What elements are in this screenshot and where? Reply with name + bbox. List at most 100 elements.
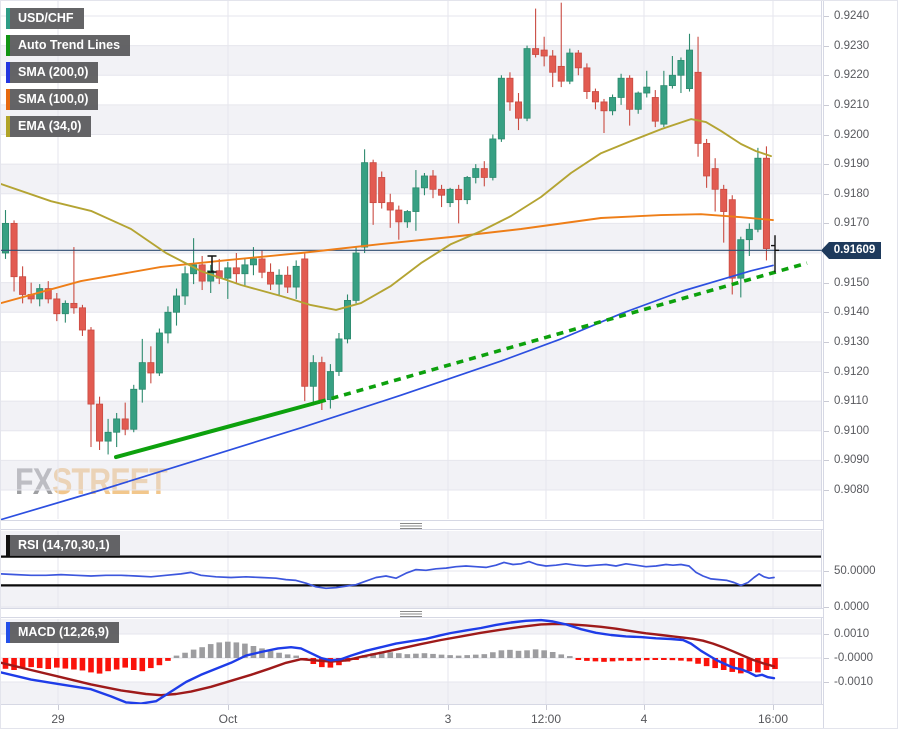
axis-tick [644, 705, 645, 710]
axis-tick [824, 634, 829, 635]
legend-item-label: USD/CHF [10, 8, 84, 29]
axis-tick [824, 607, 829, 608]
auto-trend-line-solid [114, 400, 321, 460]
overlay-lines [1, 118, 821, 521]
axis-tick [824, 282, 829, 284]
axis-tick [824, 104, 829, 106]
price-axis-label: 0.9110 [834, 395, 869, 408]
sma200-color-marker [6, 62, 10, 83]
rsi-panel [1, 555, 821, 590]
panel-resize-handle-icon[interactable] [400, 611, 422, 617]
time-axis-label: 16:00 [757, 712, 789, 726]
macd-color-marker [6, 622, 10, 643]
legend-item-sma200[interactable]: SMA (200,0) [6, 62, 99, 83]
axis-tick [824, 571, 829, 572]
price-axis-label: 0.9200 [834, 128, 870, 141]
panel-divider-rsi-macd [1, 608, 823, 618]
watermark-fx: FX [15, 461, 53, 502]
rsi-axis-label: 0.0000 [834, 601, 870, 613]
last-price-tag: 0.91609 [821, 242, 881, 259]
axis-tick [448, 705, 449, 710]
symbol-color-marker [6, 8, 10, 29]
axis-tick [824, 223, 829, 225]
legend-item-rsi[interactable]: RSI (14,70,30,1) [6, 535, 120, 556]
price-axis-label: 0.9220 [834, 69, 870, 82]
price-axis[interactable]: 0.9240 0.9230 0.9220 0.9210 0.9200 0.9190 0.91… [823, 1, 897, 728]
macd-axis-label: -0.0010 [834, 676, 874, 688]
axis-tick [824, 16, 829, 17]
legend-item-auto-trend-lines[interactable]: Auto Trend Lines [6, 35, 131, 56]
time-axis-label: 3 [444, 712, 452, 726]
price-axis-label: 0.9230 [834, 39, 870, 52]
macd-signal-line [1, 622, 776, 697]
price-axis-label: 0.9090 [834, 454, 870, 467]
legend-item-label: RSI (14,70,30,1) [10, 535, 120, 556]
axis-tick [824, 164, 829, 166]
axis-tick [824, 75, 829, 77]
axis-tick [824, 430, 829, 432]
axis-tick [824, 490, 829, 491]
time-axis-label: 29 [51, 712, 65, 726]
time-axis[interactable]: 29 Oct 3 12:00 4 16:00 [1, 704, 823, 728]
legend-item-label: EMA (34,0) [10, 116, 92, 137]
legend-item-label: MACD (12,26,9) [10, 622, 119, 643]
axis-tick [824, 401, 829, 403]
legend-item-label: Auto Trend Lines [10, 35, 131, 56]
price-axis-label: 0.9210 [834, 98, 870, 111]
macd-line [1, 618, 776, 704]
axis-tick [824, 45, 829, 47]
ema34-line [1, 118, 772, 311]
panel-divider-main-rsi [1, 520, 823, 530]
rsi-color-marker [6, 535, 10, 556]
axis-tick [228, 705, 229, 710]
axis-tick [824, 682, 829, 683]
sma100-color-marker [6, 89, 10, 110]
price-axis-label: 0.9130 [834, 335, 870, 348]
legend-item-label: SMA (100,0) [10, 89, 99, 110]
candles-layer [1, 2, 770, 455]
axis-tick [824, 460, 829, 462]
axis-tick [773, 705, 774, 710]
rsi-axis-label: 50.0000 [834, 565, 876, 577]
axis-tick [58, 705, 59, 710]
price-axis-label: 0.9150 [834, 276, 870, 289]
legend-item-ema34[interactable]: EMA (34,0) [6, 116, 92, 137]
legend-item-macd[interactable]: MACD (12,26,9) [6, 622, 119, 643]
macd-axis-label: 0.0010 [834, 628, 870, 640]
zebra-stripes [1, 45, 821, 704]
watermark-street: STREET [52, 461, 168, 502]
axis-tick [824, 312, 829, 314]
auto-trend-line-projection [318, 261, 808, 404]
legend-item-sma100[interactable]: SMA (100,0) [6, 89, 99, 110]
axis-tick [546, 705, 547, 710]
sma200-line [1, 264, 774, 521]
sma100-line [1, 213, 774, 305]
axis-tick [824, 193, 829, 195]
macd-axis-label: -0.0000 [834, 652, 874, 664]
price-axis-label: 0.9170 [834, 217, 870, 230]
price-axis-label: 0.9120 [834, 365, 870, 378]
price-axis-label: 0.9080 [834, 484, 870, 496]
axis-tick [824, 658, 829, 659]
axis-tick [824, 371, 829, 373]
fxstreet-watermark: FXSTREET [15, 461, 168, 502]
price-axis-label: 0.9180 [834, 187, 870, 200]
price-axis-label: 0.9140 [834, 306, 870, 319]
current-bar [771, 235, 779, 273]
price-axis-label: 0.9240 [834, 10, 870, 22]
macd-panel [1, 618, 778, 704]
legend-item-label: SMA (200,0) [10, 62, 99, 83]
chart-surface[interactable] [1, 1, 823, 704]
axis-tick [824, 341, 829, 343]
trend-color-marker [6, 35, 10, 56]
time-axis-label: 12:00 [530, 712, 562, 726]
ema34-color-marker [6, 116, 10, 137]
time-axis-label: Oct [218, 712, 238, 726]
legend-item-symbol[interactable]: USD/CHF [6, 8, 84, 29]
text-cursor-icon [207, 255, 217, 273]
price-axis-label: 0.9190 [834, 158, 870, 171]
rsi-line [1, 560, 775, 590]
panel-resize-handle-icon[interactable] [400, 523, 422, 529]
axis-tick [824, 134, 829, 136]
